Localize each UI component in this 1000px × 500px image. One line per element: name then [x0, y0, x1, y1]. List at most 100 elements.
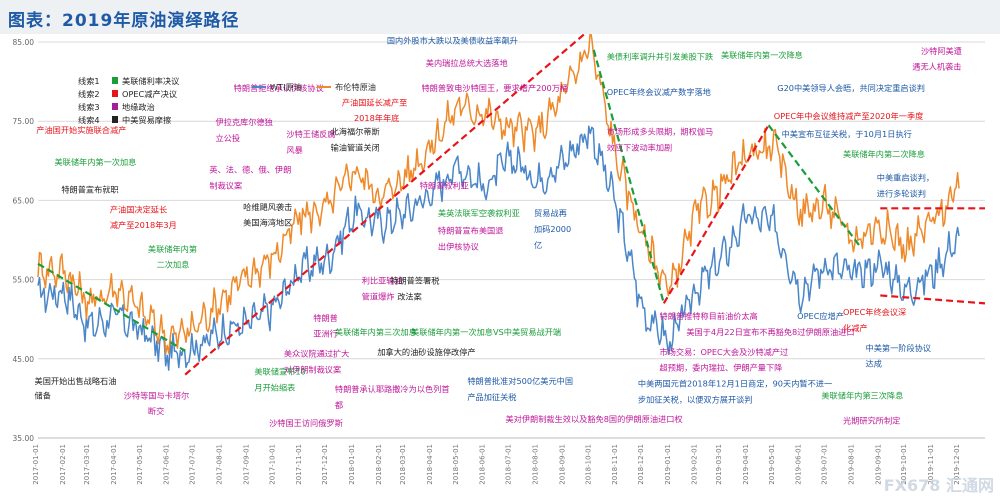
annotation: 管道爆炸 — [362, 291, 395, 301]
annotation: 遇无人机袭击 — [912, 62, 961, 72]
annotation: 沙特阿美遭 — [921, 46, 962, 56]
legend-clue-desc: 美联储利率决议 — [122, 76, 179, 86]
annotation: 美债利率调升并引发美股下跌 — [607, 51, 713, 61]
annotation: 美联储年内第 — [148, 244, 197, 254]
annotation: 美英法联军空袭叙利亚 — [438, 208, 520, 218]
watermark-logo: FX678 汇通网 — [883, 476, 994, 495]
x-tick-label: 2019-03-01 — [715, 444, 723, 485]
annotation: 伊拉克库尔德独 — [215, 117, 272, 127]
legend-clue-desc: 地缘政治 — [122, 102, 155, 112]
x-tick-label: 2019-06-01 — [795, 444, 803, 485]
x-tick-label: 2017-07-01 — [189, 444, 197, 485]
annotation: 特朗普承认耶路撒冷为以色列首 — [335, 384, 450, 394]
annotation: 达成 — [866, 359, 882, 369]
annotation: 利比亚输油 — [362, 276, 403, 286]
x-tick-label: 2018-07-01 — [505, 444, 513, 485]
x-tick-label: 2019-10-01 — [900, 444, 908, 485]
x-tick-label: 2017-05-01 — [136, 444, 144, 485]
annotation: 产油国开始实施联合减产 — [36, 125, 126, 135]
oil-price-chart: 35.00 45.00 55.00 65.00 75.00 85.00 2017-01-0… — [13, 34, 986, 485]
annotation: 断交 — [148, 406, 164, 416]
y-tick-label: 45.00 — [13, 355, 35, 364]
annotation: 效应下波动率加剧 — [607, 143, 673, 153]
x-tick-label: 2018-09-01 — [558, 444, 566, 485]
annotation: 美众议院通过扩大 — [284, 348, 350, 358]
annotation: 进行多轮谈判 — [877, 188, 926, 198]
annotation: 光期研究所制定 — [843, 416, 900, 426]
annotation: 哈维飓风袭击 — [243, 202, 292, 212]
annotation: 特朗普拒绝承认伊核协议 — [234, 83, 324, 93]
annotation: G20中美领导人会晤，共同决定重启谈判 — [777, 83, 925, 93]
green-dash-1 — [37, 262, 186, 352]
annotation: 制裁议案 — [209, 181, 242, 191]
red-dash-1 — [184, 34, 587, 376]
annotation: 特朗普签署税 — [390, 276, 439, 286]
legend-series-label: WTI原油 — [270, 82, 302, 92]
x-tick-label: 2018-08-01 — [531, 444, 539, 485]
x-tick-label: 2017-08-01 — [216, 444, 224, 485]
annotation: 超预期，委内瑞拉、伊朗产量下降 — [660, 363, 783, 373]
legend-clue-swatch — [112, 116, 118, 123]
annotation: 加码2000 — [534, 224, 571, 234]
legend-series-label: 布伦特原油 — [335, 82, 376, 92]
x-tick-label: 2017-10-01 — [268, 444, 276, 485]
annotation: 沙特国王访问俄罗斯 — [269, 418, 343, 428]
x-tick-label: 2019-08-01 — [847, 444, 855, 485]
legend-clue-swatch — [112, 103, 118, 110]
annotation: 步加征关税，以便双方展开谈判 — [638, 394, 753, 404]
x-tick-label: 2018-06-01 — [479, 444, 487, 485]
annotation: OPEC年终会议深 — [843, 307, 906, 317]
legend-clue-swatch — [112, 90, 118, 97]
annotation: 中美重启谈判， — [877, 173, 934, 183]
annotation: 沙特王储反腐 — [286, 129, 335, 139]
annotation: 沙特等国与卡塔尔 — [124, 390, 190, 400]
annotation: 风暴 — [286, 145, 302, 155]
annotation: 亚洲行 — [313, 329, 338, 339]
annotation: OPEC年终会议减产数字落地 — [607, 87, 711, 97]
annotation: 都 — [335, 400, 343, 410]
annotation: 亿 — [534, 240, 542, 250]
y-tick-label: 85.00 — [13, 38, 35, 47]
annotation: 产油国延长减产至 — [342, 97, 408, 107]
annotation: 储备 — [35, 390, 51, 400]
x-axis: 2017-01-01 2017-02-01 2017-03-01 2017-04-01… — [32, 437, 985, 485]
x-tick-label: 2019-11-01 — [927, 444, 935, 485]
annotation: 英、法、德、俄、伊朗 — [209, 165, 291, 175]
annotation: 美联储年内第一次加息VS中美贸易战开端 — [411, 327, 561, 337]
x-tick-label: 2019-09-01 — [874, 444, 882, 485]
annotation: 2018年年底 — [354, 113, 399, 123]
annotation: 美联储年内第一次加息 — [54, 157, 136, 167]
annotation: 对伊朗制裁议案 — [284, 364, 341, 374]
x-tick-label: 2019-02-01 — [691, 444, 699, 485]
x-tick-label: 2018-05-01 — [452, 444, 460, 485]
title-bar: 图表：2019年原油演绎路径 — [0, 0, 1000, 34]
x-tick-label: 2018-03-01 — [399, 444, 407, 485]
legend-clue-desc: 中美贸易摩擦 — [122, 115, 171, 125]
x-tick-label: 2019-05-01 — [768, 444, 776, 485]
annotation: 改法案 — [397, 291, 422, 301]
annotation: OPEC应增产 — [797, 311, 844, 321]
annotation: 化减产 — [843, 323, 868, 333]
x-tick-label: 2017-11-01 — [295, 444, 303, 485]
annotation: 美对伊朗制裁生效以及豁免8国的伊朗原油进口权 — [505, 414, 682, 424]
annotation: 中美宣布互征关税，于10月1日执行 — [782, 129, 912, 139]
x-tick-label: 2017-02-01 — [59, 444, 67, 485]
series-lines — [37, 34, 960, 371]
annotation: 贸易战再 — [534, 208, 567, 218]
x-tick-label: 2017-03-01 — [83, 444, 91, 485]
annotation: 特朗普宣布就职 — [61, 184, 118, 194]
annotation: 美联储年内第三次加息 — [335, 327, 417, 337]
annotation: 市场形成多头限期，期权伽马 — [607, 127, 713, 137]
x-tick-label: 2017-12-01 — [321, 444, 329, 485]
annotation: 月开始缩表 — [254, 382, 295, 392]
annotations: 产油国开始实施联合减产美联储年内第一次加息特朗普宣布就职产油国决定延长减产至20… — [35, 36, 962, 429]
annotation: 国内外股市大跌以及美债收益率飙升 — [387, 36, 518, 46]
annotation: 加拿大的油砂设施停改停产 — [377, 347, 475, 357]
annotation: 特朗普致电沙特国王，要求增产200万桶 — [421, 83, 568, 93]
x-tick-label: 2018-10-01 — [584, 444, 592, 485]
red-dash-lower — [880, 294, 986, 305]
legend-clue-label: 线索2 — [78, 89, 100, 99]
x-tick-label: 2018-01-01 — [348, 444, 356, 485]
x-tick-label: 2017-09-01 — [242, 444, 250, 485]
